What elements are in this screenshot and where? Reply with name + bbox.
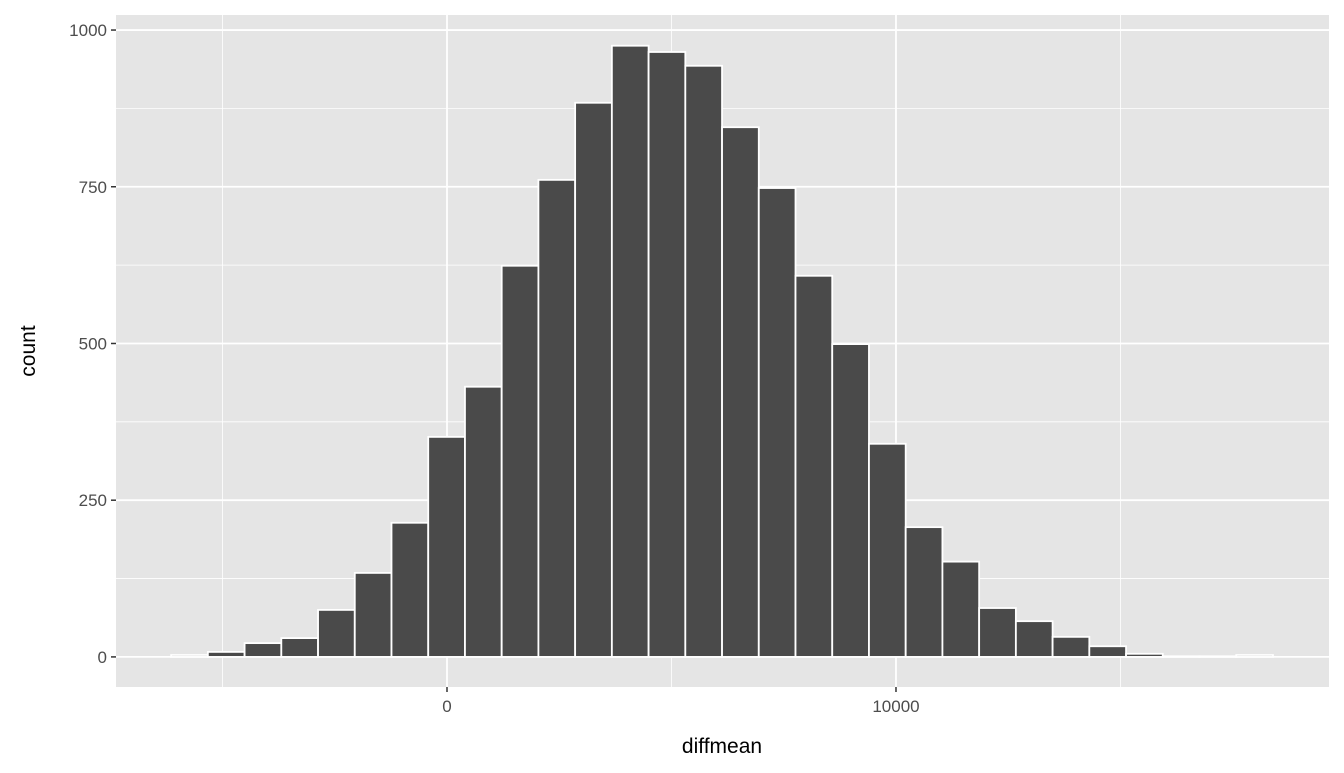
- histogram-bar: [721, 126, 760, 658]
- y-tick-label: 500: [79, 334, 107, 353]
- histogram-bar: [1198, 655, 1238, 658]
- histogram-bar: [537, 178, 577, 658]
- y-tick-label: 250: [79, 491, 107, 510]
- histogram-bar: [353, 572, 393, 658]
- histogram-bar: [1051, 635, 1091, 658]
- y-tick-label: 0: [98, 648, 107, 667]
- histogram-bar: [170, 654, 209, 658]
- histogram-bar: [243, 642, 283, 658]
- histogram-bar: [1161, 655, 1201, 658]
- histogram-bar: [684, 64, 723, 658]
- histogram-bar: [610, 44, 650, 658]
- histogram-bar: [978, 607, 1017, 658]
- histogram-bar: [794, 274, 834, 658]
- histogram-bar: [904, 526, 944, 658]
- histogram-bar: [317, 608, 356, 658]
- x-tick-label: 0: [442, 697, 451, 716]
- histogram-bar: [500, 264, 540, 658]
- histogram-bar: [280, 637, 319, 658]
- histogram-bar: [647, 51, 687, 658]
- histogram-bar: [390, 521, 430, 658]
- bars: [170, 44, 1274, 658]
- histogram-bar: [1014, 620, 1054, 658]
- y-axis-label: count: [17, 325, 40, 377]
- x-axis-label: diffmean: [682, 735, 762, 758]
- histogram-bar: [1125, 652, 1164, 658]
- y-tick-label: 1000: [69, 21, 107, 40]
- histogram-bar: [757, 187, 797, 658]
- histogram-bar: [868, 442, 907, 658]
- histogram-bar: [1088, 645, 1127, 658]
- histogram-bar: [1235, 654, 1274, 658]
- histogram-bar: [831, 343, 870, 658]
- x-tick-label: 10000: [872, 697, 919, 716]
- histogram-bar: [941, 560, 981, 658]
- histogram-bar: [574, 101, 613, 658]
- histogram-bar: [427, 435, 466, 658]
- histogram-bar: [464, 385, 503, 658]
- y-tick-label: 750: [79, 178, 107, 197]
- histogram-bar: [206, 650, 246, 658]
